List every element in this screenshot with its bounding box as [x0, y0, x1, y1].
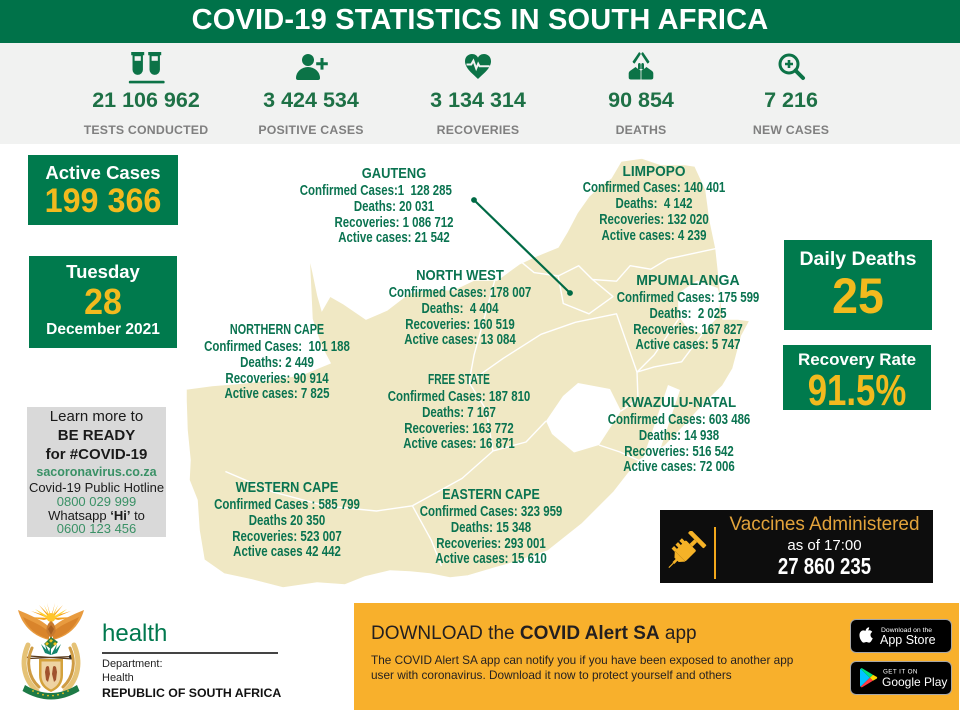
svg-text:GET IT ON: GET IT ON — [883, 669, 918, 676]
svg-text:Google Play: Google Play — [882, 675, 947, 689]
svg-text:Download on the: Download on the — [881, 627, 932, 634]
svg-text:App Store: App Store — [880, 633, 936, 647]
